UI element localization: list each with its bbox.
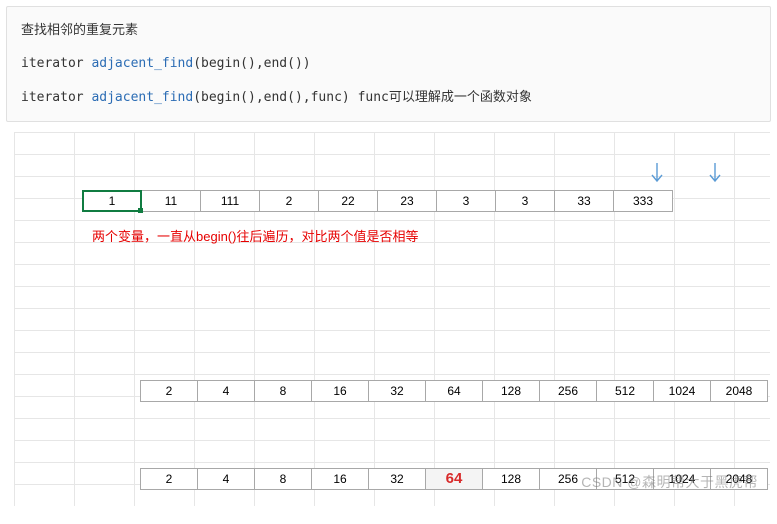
code-line-1: 查找相邻的重复元素	[21, 17, 756, 44]
table-cell[interactable]: 333	[613, 190, 673, 212]
table-cell[interactable]: 8	[254, 468, 312, 490]
table-cell[interactable]: 23	[377, 190, 437, 212]
table-cell[interactable]: 8	[254, 380, 312, 402]
annotation-text: 两个变量，一直从begin()往后遍历，对比两个值是否相等	[92, 226, 418, 245]
table-cell[interactable]: 4	[197, 380, 255, 402]
table-cell[interactable]: 22	[318, 190, 378, 212]
table-cell[interactable]: 4	[197, 468, 255, 490]
table-cell[interactable]: 16	[311, 468, 369, 490]
table-cell[interactable]: 2048	[710, 380, 768, 402]
function-name: adjacent_find	[91, 56, 193, 71]
table-cell[interactable]: 256	[539, 468, 597, 490]
code-block: 查找相邻的重复元素 iterator adjacent_find(begin()…	[6, 6, 771, 122]
table-cell[interactable]: 32	[368, 468, 426, 490]
table-cell[interactable]: 512	[596, 468, 654, 490]
table-cell[interactable]: 3	[495, 190, 555, 212]
table-cell[interactable]: 1024	[653, 468, 711, 490]
table-cell[interactable]: 128	[482, 468, 540, 490]
table-cell[interactable]: 2	[140, 468, 198, 490]
spreadsheet-area: 111111222233333333 两个变量，一直从begin()往后遍历，对…	[14, 132, 770, 506]
code-line-3: iterator adjacent_find(begin(),end(),fun…	[21, 84, 756, 111]
table-cell[interactable]: 16	[311, 380, 369, 402]
table-cell[interactable]: 111	[200, 190, 260, 212]
table-cell[interactable]: 64	[425, 468, 483, 490]
table-cell[interactable]: 2	[140, 380, 198, 402]
table-cell[interactable]: 128	[482, 380, 540, 402]
table-cell[interactable]: 1	[82, 190, 142, 212]
function-name: adjacent_find	[91, 90, 193, 105]
table-cell[interactable]: 512	[596, 380, 654, 402]
table-cell[interactable]: 3	[436, 190, 496, 212]
table-row-1: 111111222233333333	[82, 190, 673, 212]
table-cell[interactable]: 2048	[710, 468, 768, 490]
table-row-2: 24816326412825651210242048	[140, 380, 768, 402]
table-cell[interactable]: 256	[539, 380, 597, 402]
table-cell[interactable]: 11	[141, 190, 201, 212]
grid-background	[14, 132, 770, 506]
table-cell[interactable]: 2	[259, 190, 319, 212]
table-row-3: 24816326412825651210242048	[140, 468, 768, 490]
table-cell[interactable]: 33	[554, 190, 614, 212]
code-line-2: iterator adjacent_find(begin(),end())	[21, 50, 756, 77]
table-cell[interactable]: 32	[368, 380, 426, 402]
table-cell[interactable]: 64	[425, 380, 483, 402]
table-cell[interactable]: 1024	[653, 380, 711, 402]
